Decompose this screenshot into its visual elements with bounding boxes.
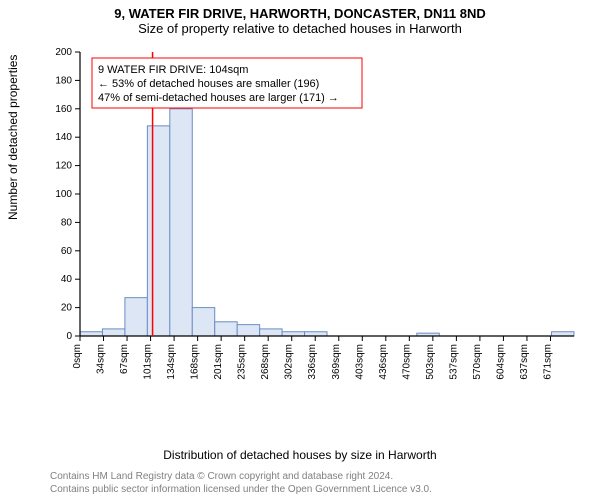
svg-text:101sqm: 101sqm: [143, 344, 154, 380]
histogram-chart: 0 20 40 60 80 100 120 140 160 180 200 0sqm 34sqm 67sq…: [50, 46, 580, 396]
svg-text:503sqm: 503sqm: [425, 344, 436, 380]
svg-text:671sqm: 671sqm: [542, 344, 553, 380]
svg-text:470sqm: 470sqm: [401, 344, 412, 380]
footer-attribution: Contains HM Land Registry data © Crown c…: [50, 471, 592, 496]
x-axis-label: Distribution of detached houses by size …: [0, 448, 600, 462]
page-subtitle: Size of property relative to detached ho…: [0, 21, 600, 38]
y-axis-label: Number of detached properties: [6, 55, 20, 220]
svg-text:0: 0: [66, 331, 72, 342]
svg-text:369sqm: 369sqm: [331, 344, 342, 380]
svg-text:20: 20: [61, 303, 73, 314]
svg-text:302sqm: 302sqm: [284, 344, 295, 380]
svg-text:100: 100: [55, 189, 72, 200]
svg-text:0sqm: 0sqm: [72, 344, 83, 368]
svg-text:134sqm: 134sqm: [166, 344, 177, 380]
svg-text:40: 40: [61, 274, 73, 285]
svg-text:537sqm: 537sqm: [448, 344, 459, 380]
svg-text:67sqm: 67sqm: [119, 344, 130, 374]
svg-text:637sqm: 637sqm: [519, 344, 530, 380]
svg-text:570sqm: 570sqm: [472, 344, 483, 380]
svg-text:160: 160: [55, 104, 72, 115]
svg-text:80: 80: [61, 217, 73, 228]
svg-text:168sqm: 168sqm: [190, 344, 201, 380]
svg-text:← 53% of detached houses are s: ← 53% of detached houses are smaller (19…: [98, 78, 319, 90]
svg-text:9 WATER FIR DRIVE: 104sqm: 9 WATER FIR DRIVE: 104sqm: [98, 64, 248, 76]
svg-text:336sqm: 336sqm: [307, 344, 318, 380]
svg-text:200: 200: [55, 47, 72, 58]
svg-text:140: 140: [55, 132, 72, 143]
svg-text:34sqm: 34sqm: [96, 344, 107, 374]
svg-text:201sqm: 201sqm: [213, 344, 224, 380]
svg-text:180: 180: [55, 75, 72, 86]
footer-line: Contains public sector information licen…: [50, 484, 592, 497]
svg-text:235sqm: 235sqm: [237, 344, 248, 380]
svg-text:120: 120: [55, 161, 72, 172]
svg-text:604sqm: 604sqm: [495, 344, 506, 380]
svg-text:268sqm: 268sqm: [260, 344, 271, 380]
svg-text:403sqm: 403sqm: [354, 344, 365, 380]
footer-line: Contains HM Land Registry data © Crown c…: [50, 471, 592, 484]
svg-text:436sqm: 436sqm: [378, 344, 389, 380]
svg-text:60: 60: [61, 246, 73, 257]
page-title: 9, WATER FIR DRIVE, HARWORTH, DONCASTER,…: [0, 0, 600, 21]
svg-text:47% of semi-detached houses ar: 47% of semi-detached houses are larger (…: [98, 92, 339, 104]
